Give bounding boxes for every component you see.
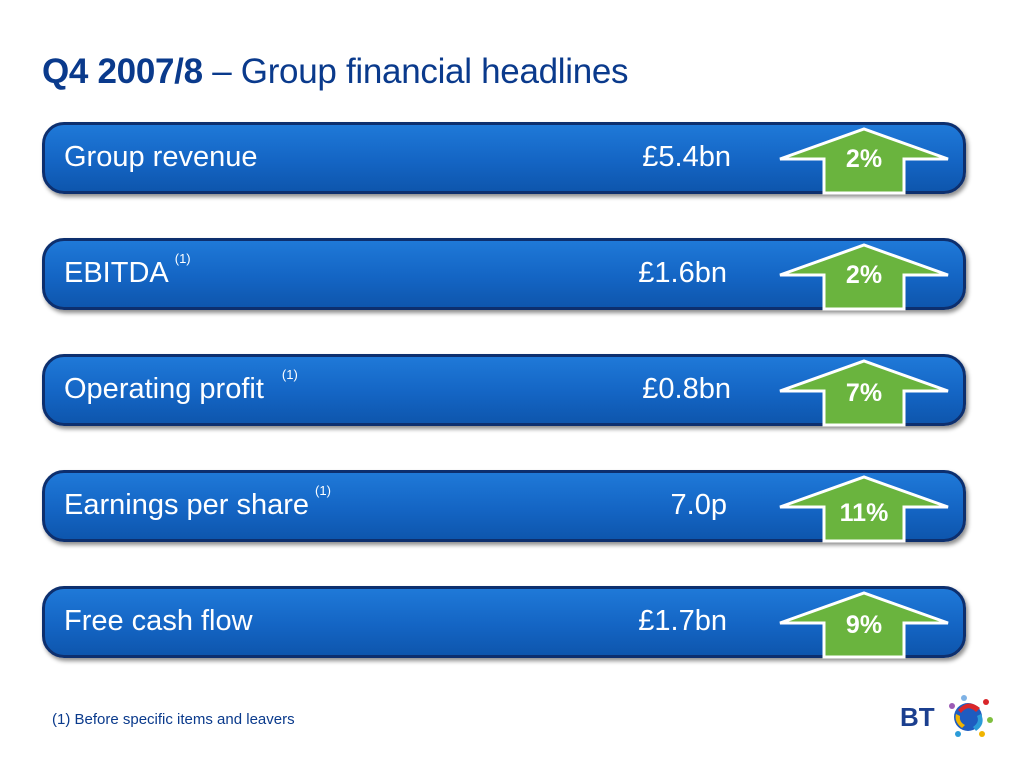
change-percent: 2% bbox=[845, 145, 883, 173]
change-percent: 9% bbox=[845, 611, 883, 639]
metric-value: £0.8bn bbox=[642, 372, 731, 405]
up-arrow-icon: 11% bbox=[776, 471, 952, 545]
up-arrow-icon: 9% bbox=[776, 587, 952, 661]
metric-label-text: Group revenue bbox=[64, 140, 258, 173]
metric-label-text: Operating profit bbox=[64, 372, 264, 405]
slide-title-period: Q4 2007/8 bbox=[42, 52, 203, 91]
metric-row-ebitda: EBITDA (1) £1.6bn 2% bbox=[42, 238, 966, 313]
metric-label-text: EBITDA bbox=[64, 256, 169, 289]
up-arrow-icon: 2% bbox=[776, 239, 952, 313]
metric-label: EBITDA (1) bbox=[64, 251, 191, 290]
footnote-ref: (1) bbox=[315, 482, 331, 498]
metric-label: Earnings per share (1) bbox=[64, 483, 331, 522]
footnote-text: (1) Before specific items and leavers bbox=[52, 711, 295, 728]
up-arrow-icon: 7% bbox=[776, 355, 952, 429]
bt-piper-logo-icon: BT bbox=[900, 695, 993, 737]
metric-label-text: Free cash flow bbox=[64, 604, 253, 637]
metric-row-operating-profit: Operating profit (1) £0.8bn 7% bbox=[42, 354, 966, 429]
metric-row-free-cash-flow: Free cash flow £1.7bn 9% bbox=[42, 586, 966, 661]
metric-label: Group revenue bbox=[64, 141, 257, 174]
metric-value: £1.6bn bbox=[638, 256, 727, 289]
slide-title: Q4 2007/8 – Group financial headlines bbox=[42, 52, 629, 92]
slide-title-text: – Group financial headlines bbox=[202, 52, 629, 91]
up-arrow-icon: 2% bbox=[776, 123, 952, 197]
change-percent: 2% bbox=[845, 261, 883, 289]
metric-row-group-revenue: Group revenue £5.4bn 2% bbox=[42, 122, 966, 197]
metric-value: £1.7bn bbox=[638, 604, 727, 637]
metric-label-text: Earnings per share bbox=[64, 488, 310, 521]
metric-value: £5.4bn bbox=[642, 140, 731, 173]
change-percent: 7% bbox=[845, 379, 883, 407]
footnote-ref: (1) bbox=[174, 250, 191, 266]
metric-label: Free cash flow bbox=[64, 605, 253, 638]
change-percent: 11% bbox=[839, 499, 889, 527]
metric-label: Operating profit (1) bbox=[64, 367, 298, 406]
bt-logo: BT bbox=[898, 690, 998, 740]
metric-row-earnings-per-share: Earnings per share (1) 7.0p 11% bbox=[42, 470, 966, 545]
metric-value: 7.0p bbox=[670, 488, 727, 521]
footnote-ref: (1) bbox=[281, 366, 298, 382]
bt-logo-text: BT bbox=[900, 702, 935, 732]
